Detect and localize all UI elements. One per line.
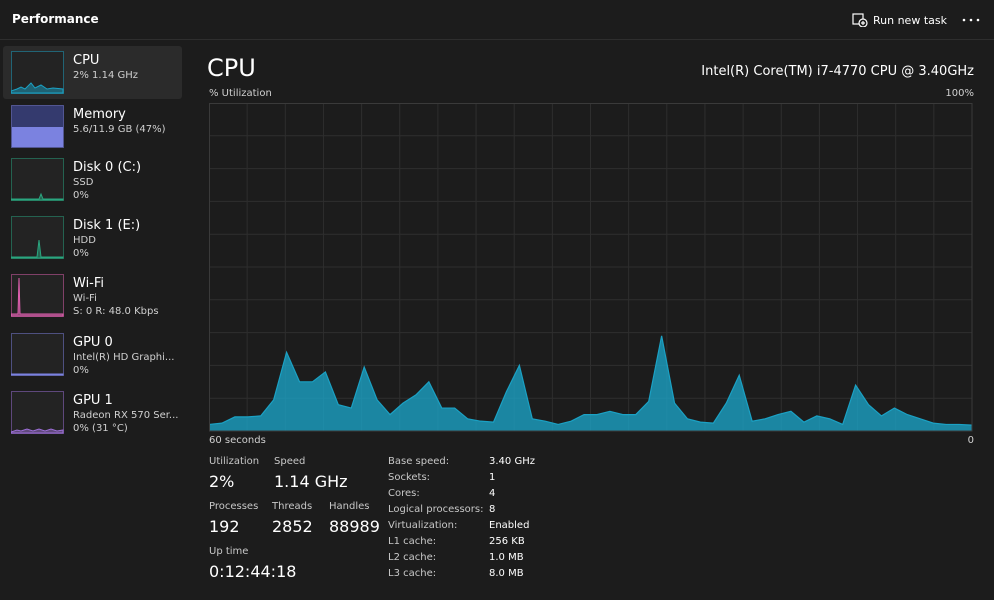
- thumbnail: [11, 216, 64, 259]
- thumbnail: [11, 274, 64, 317]
- thumbnail: [11, 51, 64, 94]
- run-icon[interactable]: [852, 13, 868, 27]
- graph-border: [209, 103, 973, 432]
- sidebar-detail: Intel(R) HD Graphi...: [73, 352, 175, 363]
- sidebar-name: Disk 0 (C:): [73, 160, 142, 175]
- thumb-line: [11, 82, 64, 94]
- sidebar-detail: 0%: [73, 190, 89, 201]
- detail-value: 4: [489, 488, 496, 499]
- thumb-line: [11, 277, 64, 317]
- stat-value: 88989: [329, 517, 380, 536]
- detail-label: Logical processors:: [388, 504, 484, 515]
- thumb-frame: [11, 333, 64, 376]
- thumbnail: [11, 391, 64, 434]
- sidebar-detail: S: 0 R: 48.0 Kbps: [73, 306, 159, 317]
- stat-label: Up time: [209, 546, 249, 557]
- sidebar-name: CPU: [73, 53, 100, 68]
- sidebar-detail: 0% (31 °C): [73, 423, 128, 434]
- stat-value: 0:12:44:18: [209, 562, 297, 581]
- sidebar-name: Disk 1 (E:): [73, 218, 141, 233]
- x-left-label: 60 seconds: [209, 435, 266, 446]
- stat-value: 2852: [272, 517, 313, 536]
- detail-label: L3 cache:: [388, 568, 437, 579]
- thumbnail: [11, 333, 64, 376]
- detail-value: Enabled: [489, 520, 530, 531]
- thumbnail: [11, 105, 64, 148]
- stat-value: 2%: [209, 472, 235, 491]
- processor-name: Intel(R) Core(TM) i7-4770 CPU @ 3.40GHz: [701, 64, 974, 79]
- thumb-line: [11, 428, 64, 434]
- detail-value: 1: [489, 472, 496, 483]
- area-fill: [209, 335, 972, 431]
- stat-value: 1.14 GHz: [274, 472, 348, 491]
- sidebar-item[interactable]: Wi-Fi Wi-Fi S: 0 R: 48.0 Kbps: [3, 269, 182, 322]
- thumb-frame: [11, 391, 64, 434]
- sidebar-detail: HDD: [73, 235, 96, 246]
- main-title: CPU: [207, 54, 256, 82]
- thumb-fill: [12, 127, 63, 147]
- y-axis-label: % Utilization: [209, 88, 272, 99]
- sidebar-item[interactable]: Disk 0 (C:) SSD 0%: [3, 153, 182, 206]
- stat-label: Processes: [209, 501, 259, 512]
- thumb-frame: [11, 158, 64, 201]
- stat-value: 192: [209, 517, 240, 536]
- stat-label: Handles: [329, 501, 370, 512]
- detail-label: L2 cache:: [388, 552, 437, 563]
- sidebar-detail: 5.6/11.9 GB (47%): [73, 124, 166, 135]
- stat-label: Speed: [274, 456, 306, 467]
- more-menu[interactable]: [962, 18, 980, 22]
- detail-label: Base speed:: [388, 456, 450, 467]
- thumbnail: [11, 158, 64, 201]
- detail-label: Virtualization:: [388, 520, 458, 531]
- sidebar-detail: 0%: [73, 248, 89, 259]
- sidebar-item[interactable]: CPU 2% 1.14 GHz: [3, 46, 182, 99]
- sidebar-name: GPU 1: [73, 393, 113, 408]
- thumb-line: [11, 373, 64, 376]
- sidebar-name: GPU 0: [73, 335, 113, 350]
- sidebar-item[interactable]: Memory 5.6/11.9 GB (47%): [3, 100, 182, 153]
- sidebar-item[interactable]: GPU 1 Radeon RX 570 Ser... 0% (31 °C): [3, 386, 182, 439]
- stat-label: Utilization: [209, 456, 260, 467]
- sidebar-name: Wi-Fi: [73, 276, 105, 291]
- sidebar-name: Memory: [73, 107, 126, 122]
- x-right-label: 0: [967, 435, 974, 446]
- header-title: Performance: [12, 12, 99, 26]
- thumb-line: [11, 192, 64, 201]
- header: Performance Run new task: [0, 0, 994, 40]
- y-max-label: 100%: [945, 88, 974, 99]
- sidebar-detail: Radeon RX 570 Ser...: [73, 410, 179, 421]
- detail-value: 3.40 GHz: [489, 456, 535, 467]
- detail-label: Cores:: [388, 488, 420, 499]
- detail-value: 1.0 MB: [489, 552, 524, 563]
- cpu-line: [209, 335, 973, 426]
- sidebar-detail: 0%: [73, 365, 89, 376]
- sidebar-detail: Wi-Fi: [73, 293, 97, 304]
- sidebar-detail: 2% 1.14 GHz: [73, 70, 139, 81]
- run-new-task[interactable]: Run new task: [873, 14, 947, 27]
- detail-value: 8: [489, 504, 496, 515]
- detail-value: 256 KB: [489, 536, 525, 547]
- detail-value: 8.0 MB: [489, 568, 524, 579]
- detail-label: L1 cache:: [388, 536, 437, 547]
- sidebar-detail: SSD: [73, 177, 94, 188]
- sidebar-item[interactable]: Disk 1 (E:) HDD 0%: [3, 211, 182, 264]
- stat-label: Threads: [272, 501, 313, 512]
- cpu-graph: [209, 103, 973, 432]
- thumb-line: [11, 239, 64, 259]
- detail-label: Sockets:: [388, 472, 431, 483]
- sidebar-item[interactable]: GPU 0 Intel(R) HD Graphi... 0%: [3, 328, 182, 381]
